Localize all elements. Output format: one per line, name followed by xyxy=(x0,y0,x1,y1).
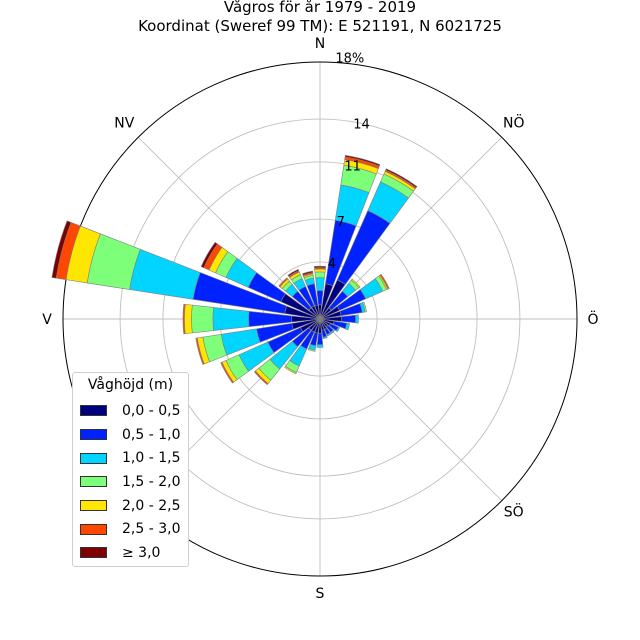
radial-tick-label: 14 xyxy=(353,117,370,132)
legend-swatch xyxy=(80,523,107,535)
radial-tick-label: 4 xyxy=(328,257,336,272)
legend-label: 0,5 - 1,0 xyxy=(122,426,181,443)
rose-bar-segment xyxy=(313,265,327,269)
legend-items: 0,0 - 0,5 0,5 - 1,0 1,0 - 1,5 1,5 - 2,0 2,0 … xyxy=(73,399,188,565)
legend-item: 1,0 - 1,5 xyxy=(73,446,188,470)
direction-label: V xyxy=(42,312,52,328)
rose-bar-segment xyxy=(314,271,326,279)
rose-bar-segment xyxy=(335,326,340,333)
rose-bar-segment xyxy=(326,332,332,337)
rose-bar-segment xyxy=(315,277,325,291)
direction-label: SÖ xyxy=(504,503,524,521)
legend-swatch xyxy=(80,452,107,464)
chart-subtitle: Koordinat (Sweref 99 TM): E 521191, N 60… xyxy=(138,17,502,35)
legend-label: 1,5 - 2,0 xyxy=(122,473,181,490)
rose-bar-segment xyxy=(350,278,361,289)
legend-swatch xyxy=(80,547,107,559)
radial-tick-label: 18% xyxy=(335,52,364,67)
legend-item: 1,5 - 2,0 xyxy=(73,470,188,494)
rose-bar-segment xyxy=(184,304,193,334)
direction-label: Ö xyxy=(587,310,598,328)
rose-bar-segment xyxy=(129,248,201,300)
rose-bar-segment xyxy=(316,290,324,306)
rose-bar-segment xyxy=(316,344,324,348)
rose-bar-segment xyxy=(220,361,235,384)
rose-bar-segment xyxy=(307,347,316,352)
direction-label: S xyxy=(316,586,325,602)
legend-item: 0,0 - 0,5 xyxy=(73,399,188,423)
rose-bar-segment xyxy=(385,168,418,189)
grid-spoke xyxy=(319,318,503,502)
rose-bar-segment xyxy=(212,307,250,331)
rose-bar-segment xyxy=(340,314,356,324)
rose-bar-segment xyxy=(362,301,367,313)
rose-bar-segment xyxy=(284,365,297,375)
rose-bar-segment xyxy=(182,303,186,335)
legend-swatch xyxy=(80,429,107,441)
chart-title: Vågros för år 1979 - 2019 xyxy=(223,0,417,16)
legend-item: 0,5 - 1,0 xyxy=(73,423,188,447)
rose-bar-segment xyxy=(191,304,214,334)
rose-bar-segment xyxy=(379,273,390,290)
rose-bar-segment xyxy=(287,268,300,277)
rose-bar-segment xyxy=(51,220,72,279)
rose-bar-segment xyxy=(344,322,350,331)
rose-bar-segment xyxy=(316,332,324,346)
rose-bar-segment xyxy=(278,277,289,288)
legend-swatch xyxy=(80,500,107,512)
rose-bars xyxy=(51,154,418,386)
rose-bar-segment xyxy=(314,268,326,273)
direction-label: NÖ xyxy=(503,113,525,131)
direction-label: NV xyxy=(114,115,134,131)
rose-bar-segment xyxy=(200,241,218,269)
legend-item: ≥ 3,0 xyxy=(73,541,188,565)
chart-title-block: Vågros för år 1979 - 2019 Koordinat (Swe… xyxy=(0,0,640,36)
radial-tick-label: 11 xyxy=(344,159,361,174)
outer-ring xyxy=(62,61,578,577)
rose-bar-segment xyxy=(302,270,314,276)
legend: Våghöjd (m) 0,0 - 0,5 0,5 - 1,0 1,0 - 1,5 1… xyxy=(72,372,189,567)
rose-bar-segment xyxy=(195,337,205,365)
legend-label: 0,0 - 0,5 xyxy=(122,402,181,419)
legend-title: Våghöjd (m) xyxy=(87,377,174,393)
legend-label: ≥ 3,0 xyxy=(122,544,161,561)
rose-bar-segment xyxy=(355,314,359,324)
rose-bar-segment xyxy=(330,329,335,334)
legend-label: 2,5 - 3,0 xyxy=(122,521,181,538)
legend-item: 2,5 - 3,0 xyxy=(73,517,188,541)
legend-item: 2,0 - 2,5 xyxy=(73,494,188,518)
legend-swatch xyxy=(80,405,107,417)
radial-tick-label: 7 xyxy=(337,215,345,230)
rose-bar-segment xyxy=(322,335,328,340)
legend-swatch xyxy=(80,476,107,488)
direction-label: N xyxy=(315,36,325,52)
legend-label: 1,0 - 1,5 xyxy=(122,450,181,467)
rose-bar-segment xyxy=(344,154,381,167)
rose-bar-segment xyxy=(253,370,269,386)
legend-label: 2,0 - 2,5 xyxy=(122,497,181,514)
